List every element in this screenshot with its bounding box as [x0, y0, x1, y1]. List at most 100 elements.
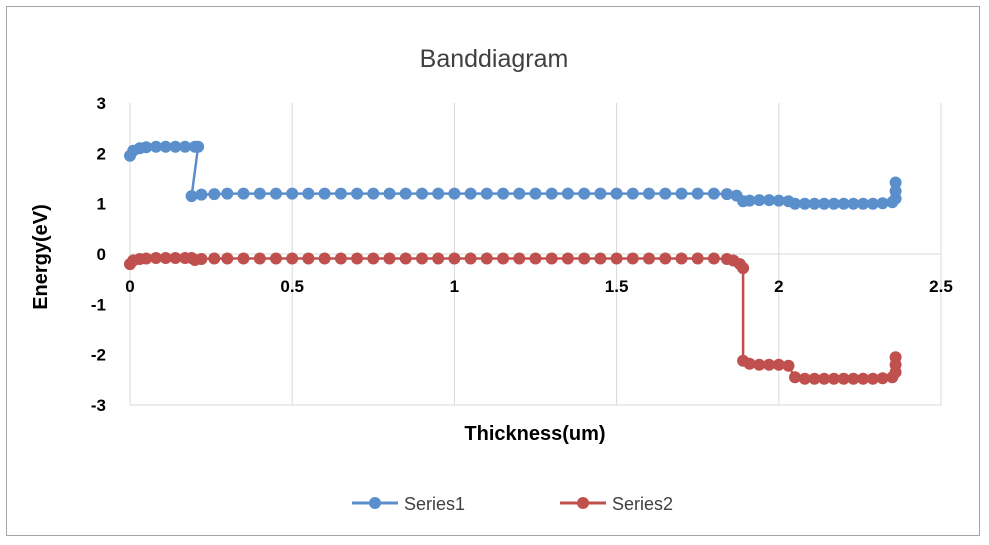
series-2-point [837, 372, 850, 385]
series-2-point [772, 358, 785, 371]
series-1-point [818, 197, 831, 210]
series-2-point [513, 252, 526, 265]
series-1-point [351, 187, 364, 200]
series-1-point [691, 187, 704, 200]
series-2-point [659, 252, 672, 265]
series-2-point [691, 252, 704, 265]
series-1-point [448, 187, 461, 200]
series-2-point [448, 252, 461, 265]
y-tick-label: -3 [91, 396, 106, 415]
series-1-point [221, 187, 234, 200]
chart-title: Banddiagram [420, 45, 569, 73]
series-2-point [866, 372, 879, 385]
series-1-point [185, 190, 198, 203]
series-1-point [270, 187, 282, 200]
series-2-point [208, 252, 221, 265]
legend-marker [577, 497, 589, 509]
series-1-point [707, 187, 720, 200]
legend: Series1 Series2 [352, 494, 673, 514]
series-1-point [876, 197, 889, 210]
series-1-point [720, 188, 733, 201]
series-1-point [594, 187, 607, 200]
series-1-point [808, 197, 821, 210]
series-1-point [286, 187, 299, 200]
legend-label: Series1 [404, 494, 465, 514]
series-2-point [169, 252, 182, 264]
legend-item-2: Series2 [560, 494, 673, 514]
series-1-point [253, 187, 266, 200]
series-2-point [140, 252, 153, 265]
series-2-point [857, 372, 870, 385]
x-tick-label: 1 [450, 277, 459, 296]
series-1-point [837, 197, 850, 210]
series-1-point [866, 197, 879, 210]
series-2-point [529, 252, 542, 265]
y-tick-label: 2 [97, 144, 106, 163]
series-1-point [827, 197, 840, 210]
series-2-point [237, 252, 250, 265]
series-2-point [675, 252, 688, 265]
series-2-point [737, 262, 750, 275]
series-1-point [169, 140, 182, 153]
series-2-point [753, 358, 766, 371]
y-tick-label: -1 [91, 295, 106, 314]
series-1-point [179, 140, 192, 153]
series-1-point [399, 187, 412, 200]
banddiagram-chart: Banddiagram 0 0.5 1 1.5 2 2.5 3 2 1 0 -1 -2 -3 Thick… [30, 45, 953, 514]
series-2-point [253, 252, 266, 265]
series-2-point [480, 252, 493, 265]
series-2-point [302, 252, 315, 265]
series-1-point [847, 197, 860, 210]
legend-label: Series2 [612, 494, 673, 514]
series-1-point [480, 187, 493, 200]
series-1-point [383, 187, 396, 200]
x-tick-label: 1.5 [605, 277, 629, 296]
series-2-point [497, 252, 510, 265]
series-1-point [643, 187, 655, 200]
series-2-point [798, 372, 811, 385]
series-2-point [221, 252, 234, 265]
series-1-point [889, 185, 902, 198]
series-2-point [876, 372, 889, 385]
series-2-point [889, 351, 902, 364]
series-1-point [302, 187, 315, 200]
series-2-point [286, 252, 299, 265]
series-1-point [789, 197, 801, 210]
series-1 [124, 140, 902, 210]
series-2-point [594, 252, 607, 265]
chart-frame: Banddiagram 0 0.5 1 1.5 2 2.5 3 2 1 0 -1 -2 -3 Thick… [6, 6, 980, 536]
series-1-point [432, 187, 445, 200]
series-2-point [150, 252, 162, 264]
series-1-point [529, 187, 542, 200]
series-2-point [432, 252, 445, 265]
series-1-point [192, 140, 205, 153]
x-tick-label: 0.5 [280, 277, 304, 296]
series-1-point [464, 187, 477, 200]
series-1-point [675, 187, 688, 200]
legend-item-1: Series1 [352, 494, 465, 514]
series-2-point [578, 252, 591, 265]
series-1-point [578, 187, 591, 200]
tick-labels: 0 0.5 1 1.5 2 2.5 3 2 1 0 -1 -2 -3 [91, 94, 953, 415]
series-2-point [827, 372, 840, 385]
series-1-point [497, 187, 510, 200]
series-2-point [782, 359, 795, 372]
legend-marker [369, 497, 381, 509]
x-tick-label: 0 [125, 277, 134, 296]
series-1-point [610, 187, 623, 200]
x-tick-label: 2 [774, 277, 783, 296]
series-2-point [159, 252, 172, 264]
series-2-point [707, 252, 720, 265]
series-1-point [195, 188, 208, 201]
series-2-point [561, 252, 574, 265]
series-2-point [334, 252, 347, 265]
series-1-point [334, 187, 347, 200]
series-1-point [753, 194, 766, 207]
series-2-point [847, 372, 860, 385]
y-axis-title: Energy(eV) [30, 204, 52, 310]
series-1-point [626, 187, 639, 200]
series-1-point [743, 194, 756, 207]
series-2-point [195, 253, 208, 265]
series-2-point [808, 372, 821, 385]
series-1-point [367, 187, 380, 200]
